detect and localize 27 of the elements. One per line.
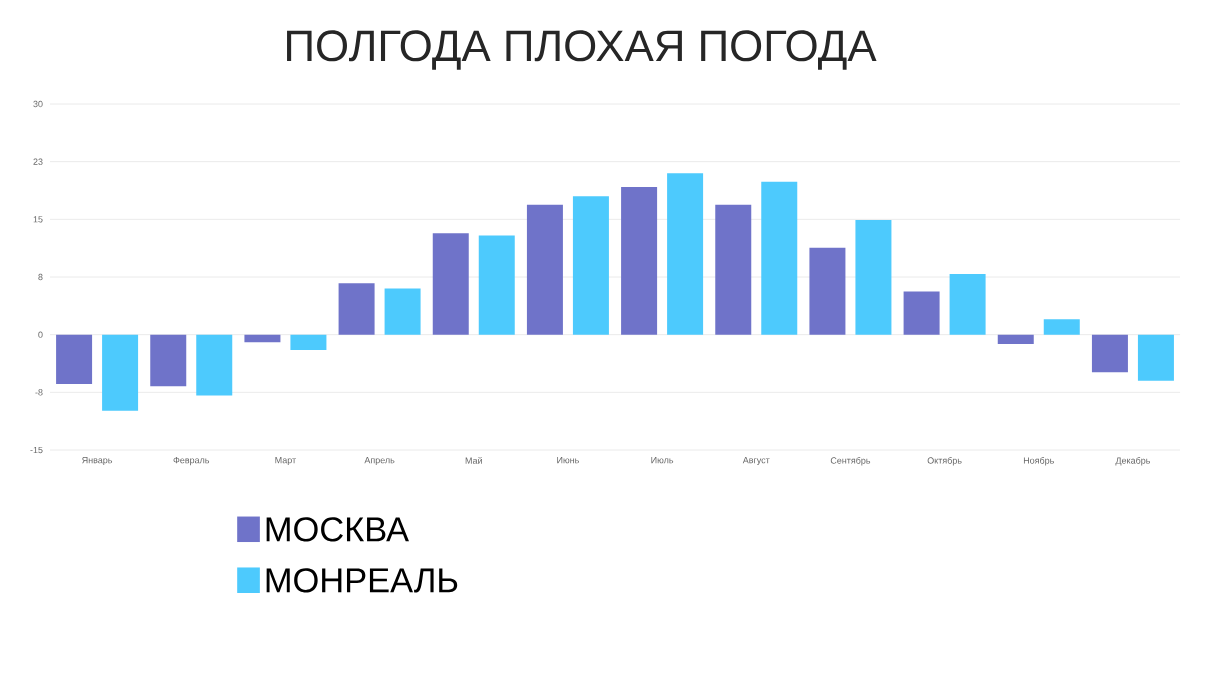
bar [338, 283, 375, 335]
bar [432, 233, 469, 335]
bar [997, 334, 1034, 344]
legend-label: МОСКВА [266, 517, 409, 542]
bar [196, 334, 233, 396]
bar [290, 334, 327, 351]
bar [384, 288, 421, 335]
bar [715, 204, 752, 335]
chart-title: ПОЛГОДА ПЛОХАЯ ПОГОДА [287, 30, 877, 70]
bar [56, 334, 93, 384]
bar [244, 334, 281, 343]
bar [621, 187, 658, 335]
bar [855, 220, 892, 335]
bar [903, 291, 940, 335]
bar [1137, 334, 1174, 381]
bar [667, 173, 704, 335]
bar [102, 334, 139, 411]
bar [572, 196, 609, 335]
bar [1091, 334, 1128, 373]
bar [949, 273, 986, 335]
bar [526, 204, 563, 335]
bar [809, 247, 846, 335]
legend-label: МОНРЕАЛЬ [266, 568, 458, 593]
bar [761, 181, 798, 335]
bar [478, 235, 515, 335]
bar [150, 334, 187, 387]
bar [1043, 319, 1080, 335]
